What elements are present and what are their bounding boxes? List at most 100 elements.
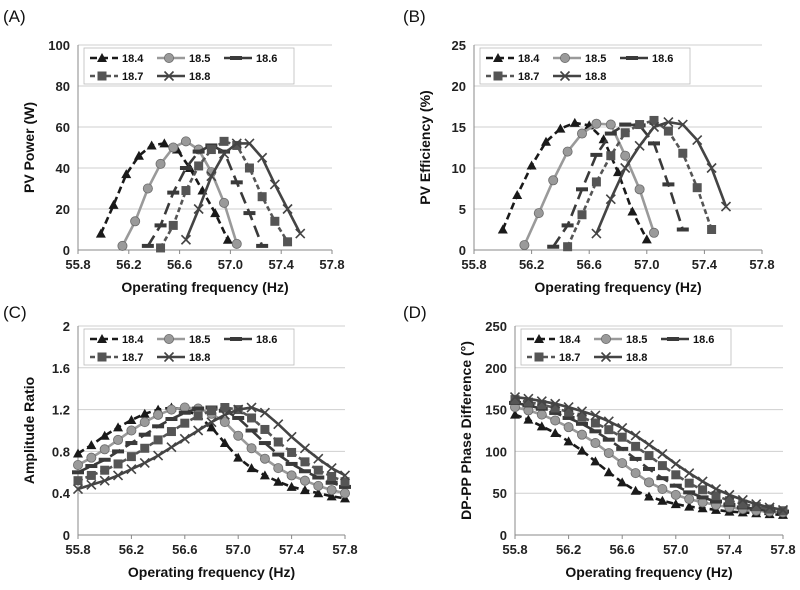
legend-label-18.6: 18.6 [256,334,277,346]
data-point-2-2-17 [298,469,311,474]
y-tick-label: 0.8 [52,444,70,459]
x-tick-label: 57.8 [749,257,774,272]
data-point-2-0-15 [273,476,284,486]
x-tick-label: 55.8 [65,257,90,272]
data-point-0-2-7 [230,180,243,185]
data-point-3-3-1 [523,397,533,407]
x-tick-label: 56.2 [556,542,581,557]
y-tick-label: 0 [63,528,70,543]
data-point-3-1-10 [644,477,655,488]
data-point-3-1-3 [550,415,561,426]
data-point-1-1-8 [634,184,645,195]
data-point-0-0-5 [159,138,170,148]
data-point-2-0-13 [246,463,257,473]
legend-label-18.5: 18.5 [189,53,210,65]
data-point-1-4-9 [720,201,732,212]
data-point-3-3-9 [631,441,641,451]
data-point-0-2-8 [243,211,256,216]
y-axis-label: Amplitude Ratio [21,377,37,484]
data-point-1-1-9 [649,227,660,238]
data-point-2-1-17 [299,475,310,486]
data-point-3-legend-1 [601,333,612,344]
data-point-1-2-2 [576,187,588,192]
data-point-2-2-6 [152,424,165,429]
y-tick-label: 100 [48,38,70,53]
data-point-2-4-19 [326,463,337,474]
data-point-2-4-13 [246,402,257,413]
data-point-3-1-8 [617,458,628,469]
data-point-0-1-9 [231,238,242,249]
data-point-2-2-18 [312,475,325,480]
data-point-1-3-2 [591,177,601,187]
data-point-3-0-2 [536,421,547,431]
data-point-0-1-0 [117,240,128,251]
legend: 18.4 18.5 18.6 18.7 18.8 [479,47,691,85]
data-point-2-0-16 [286,481,297,491]
data-point-1-4-4 [648,121,660,133]
data-point-1-4-6 [677,119,688,130]
legend: 18.4 18.5 18.6 18.7 18.8 [520,328,732,366]
data-point-2-1-11 [219,417,230,428]
x-tick-label: 57.4 [269,257,295,272]
data-point-0-legend-0 [97,53,107,62]
data-point-1-4-8 [706,162,717,174]
data-point-2-3-1 [86,470,96,480]
data-point-2-3-15 [273,437,283,447]
data-point-3-4-6 [590,410,601,421]
legend-label-18.6: 18.6 [652,53,673,65]
y-tick-label: 20 [56,202,70,217]
data-point-2-1-7 [166,404,177,415]
legend-box [479,47,691,85]
data-point-2-3-6 [153,435,163,445]
data-point-0-legend-3 [97,71,107,81]
legend-label-18.7: 18.7 [518,71,539,83]
data-point-3-4-17 [737,494,748,505]
data-point-2-1-0 [73,459,84,470]
data-point-0-4-8 [282,203,293,215]
data-point-1-1-6 [605,119,616,130]
data-point-2-4-5 [139,457,150,468]
x-tick-label: 57.0 [663,542,688,557]
x-tick-label: 57.0 [634,257,659,272]
data-point-2-3-11 [220,403,230,413]
data-point-1-2-8 [662,182,675,187]
data-point-2-2-9 [192,406,205,411]
data-point-0-2-3 [179,166,192,170]
data-point-0-legend-1 [163,53,174,64]
legend-box [520,328,732,366]
data-point-2-legend-2 [230,337,242,341]
series-line-18.6 [146,143,264,247]
data-point-3-2-8 [616,446,629,451]
chart-panel-C: (C) 0 0.4 0.8 1.2 1.6 2 55.8 56.2 56.6 57.0 57.4 57.… [3,303,358,580]
data-point-3-3-17 [738,499,748,509]
data-point-2-0-0 [73,448,83,458]
data-point-0-1-4 [168,142,179,153]
x-tick-label: 56.6 [577,257,602,272]
data-point-0-2-4 [192,149,205,154]
chart-panel-A: (A) 0 20 40 60 80 100 55.8 56.2 56.6 57.0 57.4 57.8 O… [3,7,345,295]
data-point-3-4-14 [697,476,708,487]
data-point-2-4-0 [72,483,84,495]
data-point-3-0-10 [644,491,654,501]
data-point-2-0-11 [219,438,230,448]
data-point-0-4-5 [244,138,255,149]
series-line-18.8 [184,142,302,241]
data-point-1-legend-2 [626,56,638,60]
data-point-3-4-19 [764,502,775,513]
data-point-0-4-6 [257,152,268,163]
data-point-1-4-5 [663,117,674,128]
data-point-3-2-13 [683,490,696,495]
data-point-3-0-3 [550,428,561,438]
data-point-3-3-11 [657,461,667,471]
data-point-0-1-3 [155,158,166,169]
data-point-3-3-14 [698,485,708,495]
data-point-1-4-1 [605,194,616,205]
series-line-18.5 [523,122,656,246]
legend: 18.4 18.5 18.6 18.7 18.8 [83,47,295,85]
data-point-2-4-6 [153,450,164,461]
data-point-2-legend-0 [97,334,107,343]
data-point-2-3-20 [340,477,350,487]
data-point-3-2-14 [696,495,709,500]
data-point-2-4-18 [313,453,324,464]
data-point-2-2-1 [85,464,98,469]
